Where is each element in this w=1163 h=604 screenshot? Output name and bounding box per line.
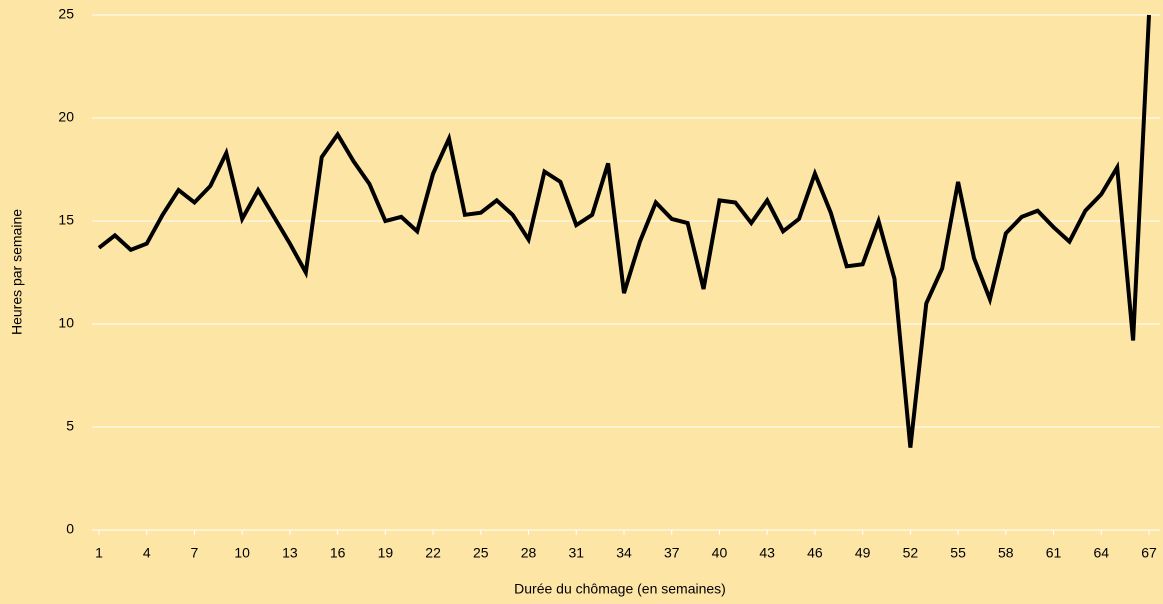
x-axis-label: Durée du chômage (en semaines) [514, 581, 726, 597]
x-tick-label: 61 [1046, 545, 1062, 561]
x-tick-label: 49 [855, 545, 871, 561]
x-tick-label: 46 [807, 545, 823, 561]
x-tick-label: 7 [191, 545, 199, 561]
x-tick-label: 16 [330, 545, 346, 561]
y-tick-label: 5 [66, 418, 74, 434]
x-tick-label: 22 [425, 545, 441, 561]
y-tick-label: 0 [66, 521, 74, 537]
x-tick-label: 43 [759, 545, 775, 561]
y-tick-label: 20 [58, 109, 74, 125]
x-tick-label: 19 [378, 545, 394, 561]
x-tick-label: 1 [95, 545, 103, 561]
y-tick-label: 25 [58, 6, 74, 22]
x-tick-label: 55 [950, 545, 966, 561]
x-tick-label: 34 [616, 545, 632, 561]
x-tick-label: 31 [568, 545, 584, 561]
x-tick-label: 25 [473, 545, 489, 561]
x-tick-label: 28 [521, 545, 537, 561]
x-tick-label: 37 [664, 545, 680, 561]
x-tick-label: 40 [712, 545, 728, 561]
y-axis-label: Heures par semaine [9, 209, 25, 335]
x-tick-label: 67 [1141, 545, 1157, 561]
x-tick-label: 13 [282, 545, 298, 561]
x-tick-label: 58 [998, 545, 1014, 561]
y-tick-label: 15 [58, 212, 74, 228]
x-tick-label: 64 [1093, 545, 1109, 561]
y-tick-label: 10 [58, 315, 74, 331]
data-line [97, 14, 1151, 448]
x-tick-label: 52 [903, 545, 919, 561]
x-tick-label: 10 [234, 545, 250, 561]
x-tick-label: 4 [143, 545, 151, 561]
